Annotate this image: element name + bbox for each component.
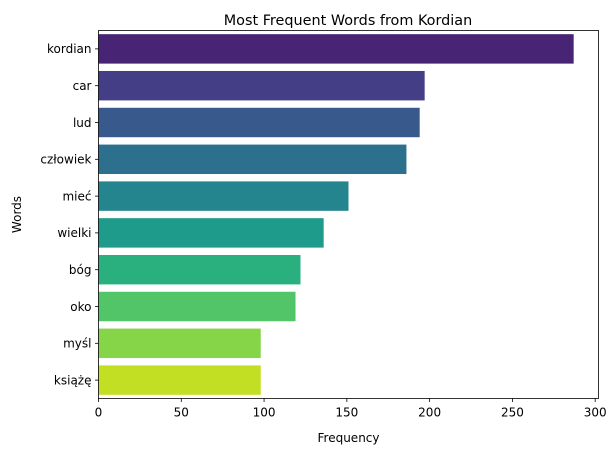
y-tick-label: myśl — [63, 337, 91, 351]
bar-6 — [98, 254, 301, 285]
x-tick-label: 250 — [501, 406, 524, 420]
bar-2 — [98, 107, 420, 138]
y-tick-label: człowiek — [40, 153, 91, 167]
y-tick-label: oko — [70, 300, 91, 314]
x-tick-label: 100 — [253, 406, 276, 420]
bar-8 — [98, 328, 261, 359]
x-tick-label: 300 — [584, 406, 607, 420]
x-axis-ticks: 0 50 100 150 200 250 300 — [95, 398, 607, 420]
bar-0 — [98, 34, 574, 64]
y-tick-label: wielki — [57, 226, 91, 240]
x-axis-label: Frequency — [318, 431, 380, 445]
y-axis-label: Words — [10, 196, 24, 233]
bar-9 — [98, 365, 261, 395]
bar-3 — [98, 144, 407, 175]
bars-layer — [98, 34, 574, 395]
y-tick-label: mieć — [62, 189, 91, 203]
y-axis-ticks: kordian car lud człowiek mieć wielki bóg oko myś… — [40, 42, 99, 387]
x-tick-label: 200 — [418, 406, 441, 420]
chart-title: Most Frequent Words from Kordian — [224, 13, 472, 29]
y-tick-label: kordian — [47, 42, 92, 56]
bar-1 — [98, 70, 425, 101]
y-tick-label: bóg — [69, 263, 92, 277]
bar-4 — [98, 181, 349, 211]
x-tick-label: 50 — [174, 406, 189, 420]
plot-frame — [98, 30, 599, 399]
x-tick-label: 150 — [335, 406, 358, 420]
y-tick-label: car — [73, 79, 92, 93]
y-tick-label: lud — [73, 116, 92, 130]
bar-7 — [98, 291, 296, 322]
x-tick-label: 0 — [95, 406, 103, 420]
y-tick-label: książę — [54, 373, 92, 387]
bar-5 — [98, 218, 324, 248]
